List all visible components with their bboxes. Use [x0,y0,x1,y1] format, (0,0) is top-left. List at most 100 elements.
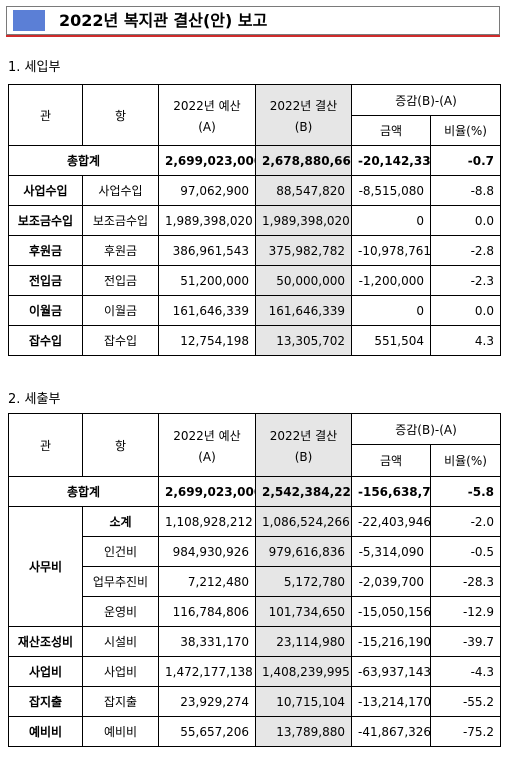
cell-settlement: 1,408,239,995 [255,656,352,687]
cell-amount: -20,142,337 [351,145,431,176]
cell-ratio: -28.3 [430,566,501,597]
header-budget: 2022년 예산 (A) [158,413,256,477]
header-settlement: 2022년 결산 (B) [255,413,352,477]
cell-budget: 1,989,398,020 [158,205,256,236]
cell-hang: 이월금 [82,295,159,326]
cell-amount: -10,978,761 [351,235,431,266]
cell-settlement: 1,086,524,266 [255,506,352,537]
header-diff: 증감(B)-(A) [351,413,501,445]
cell-gwan: 후원금 [8,235,83,266]
header-settlement-line2: (B) [294,119,313,134]
cell-hang: 소계 [82,506,159,537]
table-row: 후원금 후원금 386,961,543 375,982,782 -10,978,… [8,235,501,266]
header-ratio: 비율(%) [430,115,501,146]
cell-amount: -63,937,143 [351,656,431,687]
header-budget: 2022년 예산 (A) [158,84,256,146]
header-hang: 항 [82,84,159,146]
cell-budget: 23,929,274 [158,686,256,717]
table-row: 재산조성비 시설비 38,331,170 23,114,980 -15,216,… [8,626,501,657]
header-budget-line2: (A) [198,449,216,464]
table-row: 전입금 전입금 51,200,000 50,000,000 -1,200,000… [8,265,501,296]
header-gwan: 관 [8,84,83,146]
header-amount: 금액 [351,115,431,146]
cell-hang: 잡지출 [82,686,159,717]
header-amount: 금액 [351,444,431,477]
cell-ratio: -0.5 [430,536,501,567]
cell-ratio: -75.2 [430,716,501,747]
cell-settlement: 50,000,000 [255,265,352,296]
cell-ratio: -55.2 [430,686,501,717]
cell-hang: 보조금수입 [82,205,159,236]
cell-budget: 1,472,177,138 [158,656,256,687]
title-accent-block [13,10,45,31]
header-hang: 항 [82,413,159,477]
table-row: 사무비 소계 1,108,928,212 1,086,524,266 -22,4… [8,506,501,627]
cell-settlement: 5,172,780 [255,566,352,597]
cell-budget: 97,062,900 [158,175,256,206]
cell-amount: 551,504 [351,325,431,356]
cell-hang: 예비비 [82,716,159,747]
header-settlement-line1: 2022년 결산 [269,98,338,113]
cell-budget: 12,754,198 [158,325,256,356]
cell-ratio: -8.8 [430,175,501,206]
table-row: 이월금 이월금 161,646,339 161,646,339 0 0.0 [8,295,501,326]
page-title: 2022년 복지관 결산(안) 보고 [59,11,268,30]
cell-ratio: -39.7 [430,626,501,657]
cell-settlement: 13,305,702 [255,325,352,356]
table-row: 사업수입 사업수입 97,062,900 88,547,820 -8,515,0… [8,175,501,206]
cell-gwan: 보조금수입 [8,205,83,236]
cell-budget: 116,784,806 [158,596,256,627]
cell-hang: 사업수입 [82,175,159,206]
cell-amount: -13,214,170 [351,686,431,717]
cell-budget: 984,930,926 [158,536,256,567]
title-box: 2022년 복지관 결산(안) 보고 [6,6,500,35]
header-diff: 증감(B)-(A) [351,84,501,116]
table-row: 예비비 예비비 55,657,206 13,789,880 -41,867,32… [8,716,501,747]
cell-amount: -5,314,090 [351,536,431,567]
cell-budget: 2,699,023,000 [158,145,256,176]
cell-gwan: 사업수입 [8,175,83,206]
cell-gwan: 잡수입 [8,325,83,356]
cell-budget: 7,212,480 [158,566,256,597]
cell-hang: 전입금 [82,265,159,296]
cell-settlement: 2,678,880,663 [255,145,352,176]
header-budget-line2: (A) [198,119,216,134]
cell-settlement: 1,989,398,020 [255,205,352,236]
cell-settlement: 10,715,104 [255,686,352,717]
table-row: 잡지출 잡지출 23,929,274 10,715,104 -13,214,17… [8,686,501,717]
header-ratio: 비율(%) [430,444,501,477]
cell-amount: 0 [351,295,431,326]
cell-amount: -15,050,156 [351,596,431,627]
cell-budget: 2,699,023,000 [158,476,256,507]
cell-budget: 51,200,000 [158,265,256,296]
cell-settlement: 13,789,880 [255,716,352,747]
cell-gwan: 전입금 [8,265,83,296]
table-row: 인건비 984,930,926 979,616,836 -5,314,090 -… [9,536,501,567]
cell-amount: -15,216,190 [351,626,431,657]
cell-budget: 1,108,928,212 [158,506,256,537]
cell-gwan: 이월금 [8,295,83,326]
cell-amount: -156,638,775 [351,476,431,507]
header-settlement: 2022년 결산 (B) [255,84,352,146]
cell-ratio: -4.3 [430,656,501,687]
cell-amount: -41,867,326 [351,716,431,747]
cell-ratio: -2.0 [430,506,501,537]
expense-table: 관 항 2022년 예산 (A) 2022년 결산 (B) 증감(B)-(A) … [8,413,501,747]
cell-ratio: -12.9 [430,596,501,627]
table-row: 잡수입 잡수입 12,754,198 13,305,702 551,504 4.… [8,325,501,356]
cell-budget: 386,961,543 [158,235,256,266]
cell-gwan: 재산조성비 [8,626,83,657]
cell-settlement: 375,982,782 [255,235,352,266]
cell-amount: -2,039,700 [351,566,431,597]
table-row: 운영비 116,784,806 101,734,650 -15,050,156 … [9,596,501,627]
cell-settlement: 88,547,820 [255,175,352,206]
table-row: 업무추진비 7,212,480 5,172,780 -2,039,700 -28… [9,566,501,597]
cell-settlement: 23,114,980 [255,626,352,657]
cell-hang: 잡수입 [82,325,159,356]
cell-hang: 업무추진비 [82,566,159,597]
header-budget-line1: 2022년 예산 [173,428,241,443]
cell-hang: 시설비 [82,626,159,657]
cell-settlement: 161,646,339 [255,295,352,326]
cell-settlement: 2,542,384,225 [255,476,352,507]
table-row: 사업비 사업비 1,472,177,138 1,408,239,995 -63,… [8,656,501,687]
